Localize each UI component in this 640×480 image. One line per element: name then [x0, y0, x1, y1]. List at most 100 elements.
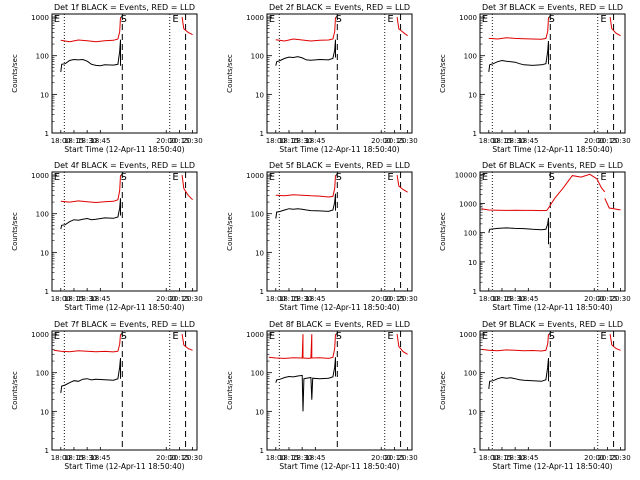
y-tick-label: 100 — [36, 53, 49, 61]
x-axis-label: Start Time (12-Apr-11 18:50:40) — [279, 303, 399, 312]
x-axis-label: Start Time (12-Apr-11 18:50:40) — [492, 145, 612, 154]
x-tick-label: 20:15 — [384, 295, 404, 303]
y-axis-label: Counts/sec — [226, 212, 234, 251]
y-tick-label: 1 — [45, 447, 49, 455]
x-tick-label: 18:15 — [64, 295, 84, 303]
plot-frame — [479, 13, 626, 134]
y-tick-label: 100 — [36, 370, 49, 378]
lld-series-line — [181, 175, 193, 201]
event-marker-label: S — [549, 331, 555, 342]
x-tick-label: 18:00 — [51, 454, 71, 462]
event-marker-label: E — [269, 14, 275, 25]
events-series-line — [488, 40, 549, 72]
x-tick-label: 20:00 — [584, 137, 604, 145]
lld-series-line — [396, 334, 408, 355]
x-tick-label: 18:15 — [279, 137, 299, 145]
x-tick-label: 18:30 — [292, 454, 312, 462]
x-tick-label: 18:15 — [492, 454, 512, 462]
x-axis-label: Start Time (12-Apr-11 18:50:40) — [64, 462, 184, 471]
y-axis-label: Counts/sec — [11, 54, 19, 93]
event-marker-label: S — [336, 14, 342, 25]
plot-frame — [51, 330, 198, 451]
x-tick-label: 20:15 — [597, 454, 617, 462]
plot-frame — [479, 330, 626, 451]
x-tick-label: 18:45 — [305, 454, 325, 462]
panel-det-4: Det 4f BLACK = Events, RED = LLD E S E 18:00… — [11, 161, 203, 312]
y-tick-label: 100 — [464, 53, 477, 61]
events-series-line — [275, 357, 336, 412]
y-tick-label: 1000 — [31, 14, 49, 22]
event-marker-label: E — [269, 172, 275, 183]
lld-series-line — [396, 175, 408, 193]
x-tick-label: 18:00 — [51, 295, 71, 303]
y-tick-label: 1000 — [31, 331, 49, 339]
y-tick-label: 10 — [40, 408, 49, 416]
event-marker-label: E — [600, 172, 606, 183]
x-axis-label: Start Time (12-Apr-11 18:50:40) — [279, 145, 399, 154]
panel-title: Det 9f BLACK = Events, RED = LLD — [482, 320, 623, 329]
x-tick-label: 18:30 — [77, 454, 97, 462]
y-tick-label: 10 — [468, 91, 477, 99]
y-tick-label: 100 — [251, 370, 264, 378]
panel-det-7: Det 7f BLACK = Events, RED = LLD E S E 18:00… — [11, 320, 203, 471]
y-tick-label: 1000 — [459, 200, 477, 208]
event-marker-label: E — [482, 331, 488, 342]
lld-series-line — [275, 175, 336, 198]
x-tick-label: 20:30 — [611, 454, 631, 462]
plot-frame — [51, 171, 198, 292]
event-marker-label: E — [172, 172, 178, 183]
y-axis-label: Counts/sec — [226, 54, 234, 93]
events-series-line — [60, 357, 121, 393]
x-tick-label: 20:00 — [371, 454, 391, 462]
x-tick-label: 20:30 — [398, 454, 418, 462]
y-axis-label: Counts/sec — [439, 371, 447, 410]
y-tick-label: 1000 — [31, 172, 49, 180]
x-tick-label: 18:30 — [292, 295, 312, 303]
y-axis-label: Counts/sec — [439, 54, 447, 93]
event-marker-label: E — [172, 331, 178, 342]
y-tick-label: 1000 — [246, 172, 264, 180]
plot-frame — [266, 330, 413, 451]
x-tick-label: 18:15 — [279, 295, 299, 303]
event-marker-label: E — [387, 14, 393, 25]
event-marker-label: E — [387, 331, 393, 342]
plot-frame — [479, 171, 626, 292]
x-tick-label: 20:30 — [398, 295, 418, 303]
event-marker-label: E — [482, 172, 488, 183]
x-tick-label: 18:30 — [505, 137, 525, 145]
y-axis-label: Counts/sec — [11, 212, 19, 251]
x-tick-label: 18:30 — [77, 137, 97, 145]
x-tick-label: 18:30 — [505, 295, 525, 303]
x-tick-label: 18:00 — [266, 137, 286, 145]
panel-det-8: Det 8f BLACK = Events, RED = LLD E S E 18:00… — [226, 320, 418, 471]
y-tick-label: 10 — [255, 249, 264, 257]
events-series-line — [60, 198, 121, 230]
x-tick-label: 20:30 — [611, 295, 631, 303]
y-tick-label: 1000 — [459, 331, 477, 339]
y-tick-label: 10000 — [455, 171, 477, 179]
x-tick-label: 20:30 — [183, 454, 203, 462]
x-tick-label: 18:30 — [77, 295, 97, 303]
x-tick-label: 18:45 — [518, 137, 538, 145]
panel-title: Det 1f BLACK = Events, RED = LLD — [54, 3, 195, 12]
x-tick-label: 20:00 — [584, 295, 604, 303]
x-tick-label: 18:30 — [292, 137, 312, 145]
panel-title: Det 3f BLACK = Events, RED = LLD — [482, 3, 623, 12]
x-tick-label: 20:30 — [611, 137, 631, 145]
lld-series-line — [60, 17, 121, 43]
lld-series-line — [181, 17, 193, 36]
panel-title: Det 8f BLACK = Events, RED = LLD — [269, 320, 410, 329]
x-tick-label: 18:45 — [518, 295, 538, 303]
x-tick-label: 20:00 — [156, 137, 176, 145]
x-tick-label: 18:15 — [492, 295, 512, 303]
x-tick-label: 20:30 — [183, 295, 203, 303]
x-axis-label: Start Time (12-Apr-11 18:50:40) — [492, 462, 612, 471]
panel-det-6: Det 6f BLACK = Events, RED = LLD E S E 18:00… — [439, 161, 631, 312]
events-series-line — [60, 39, 121, 72]
lld-series-line — [481, 173, 606, 212]
y-tick-label: 1000 — [459, 14, 477, 22]
event-marker-label: S — [549, 14, 555, 25]
lld-series-line — [275, 17, 336, 42]
